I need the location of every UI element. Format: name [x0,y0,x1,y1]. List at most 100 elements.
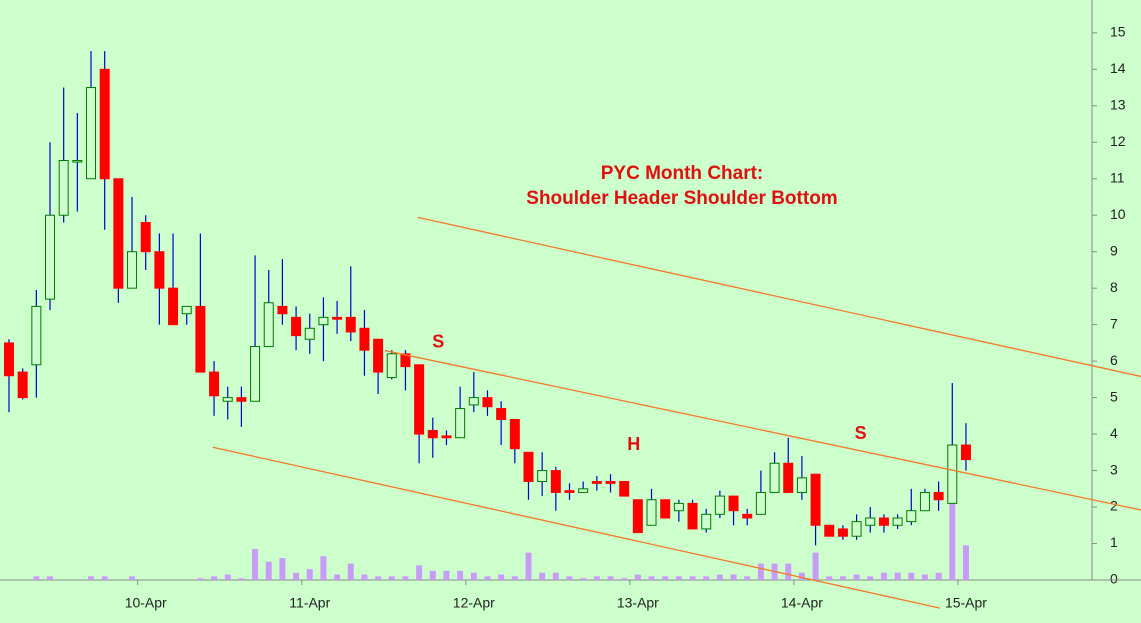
candle-body [441,435,452,439]
candle-body [578,488,589,493]
annotation: S [432,332,444,352]
annotation: H [627,434,640,454]
candle-body [660,499,671,519]
trend-line [212,446,941,609]
volume-bar [429,570,436,580]
candle-body [783,462,794,493]
chart-subtitle: Shoulder Header Shoulder Bottom [526,188,837,209]
y-tick-label: 11 [1110,169,1125,185]
volume-bar [197,578,204,580]
candle-body [3,342,14,377]
candle-body [824,524,835,537]
candle-body [865,517,876,526]
candle-body [209,371,220,397]
candle-body [250,346,261,402]
annotation: S [855,423,867,443]
candle-body [769,462,780,493]
candle-body [140,222,151,253]
volume-bar [293,572,300,580]
y-tick-label: 2 [1110,498,1118,514]
volume-bar [716,574,723,580]
volume-bar [416,565,423,580]
candle-body [509,418,520,450]
volume-bar [265,561,272,580]
volume-bar [757,563,764,580]
candle-body [127,251,138,289]
candle-body [181,305,192,315]
candle-body [195,305,206,373]
x-tick-label: 14-Apr [781,595,823,611]
volume-bar [648,576,655,580]
candle-body [933,491,944,501]
volume-bar [566,576,573,580]
x-tick-label: 12-Apr [453,595,495,611]
trend-line [384,349,1141,511]
candle-body [646,499,657,526]
volume-bar [826,576,833,580]
volume-bar [101,576,108,580]
y-tick-label: 4 [1110,425,1118,441]
candle-body [86,87,97,180]
volume-bar [498,574,505,580]
candle-body [701,513,712,530]
volume-bar [798,572,805,580]
volume-bar [443,570,450,580]
volume-bar [675,576,682,580]
y-tick-label: 6 [1110,352,1118,368]
candle-body [919,491,930,512]
volume-bar [320,556,327,580]
volume-bar [334,574,341,580]
candle-body [605,481,616,484]
x-tick-label: 10-Apr [125,595,167,611]
candle-body [714,495,725,515]
candle-body [755,491,766,515]
y-tick-label: 12 [1110,133,1126,149]
volume-bar [361,574,368,580]
candle-body [414,364,425,435]
x-tick-label: 11-Apr [289,595,330,611]
volume-bar [238,578,245,580]
x-tick-label: 13-Apr [617,595,659,611]
volume-bar [812,552,819,580]
volume-bar [211,576,218,580]
volume-bar [88,576,95,580]
volume-bar [306,569,313,580]
volume-bar [867,576,874,580]
volume-bar [279,558,286,580]
y-tick-label: 14 [1110,60,1126,76]
x-tick-label: 15-Apr [945,595,987,611]
candle-body [277,305,288,315]
volume-bar [33,576,40,580]
y-tick-label: 1 [1110,534,1118,550]
volume-bar [580,578,587,580]
volume-bar [539,572,546,580]
candle-body [373,338,384,373]
volume-bar [839,576,846,580]
candle-body [550,470,561,493]
candle-body [564,490,575,493]
volume-bar [662,576,669,580]
volume-bar [525,552,532,580]
candle-body [427,429,438,439]
volume-bar [552,572,559,580]
volume-bar [730,574,737,580]
candle-body [17,371,28,399]
y-tick-label: 5 [1110,388,1118,404]
candle-body [222,397,233,402]
candle-body [496,408,507,420]
volume-bar [703,576,710,580]
y-tick-label: 10 [1110,206,1126,222]
y-tick-label: 15 [1110,24,1126,40]
candle-body [99,68,110,180]
candle-body [236,397,247,402]
volume-bar [921,574,928,580]
candle-body [345,316,356,333]
volume-bar [375,576,382,580]
trend-line [417,216,1141,378]
volume-bar [347,563,354,580]
candle-body [482,397,493,408]
volume-bar [689,576,696,580]
volume-bar [511,576,518,580]
y-tick-label: 8 [1110,279,1118,295]
